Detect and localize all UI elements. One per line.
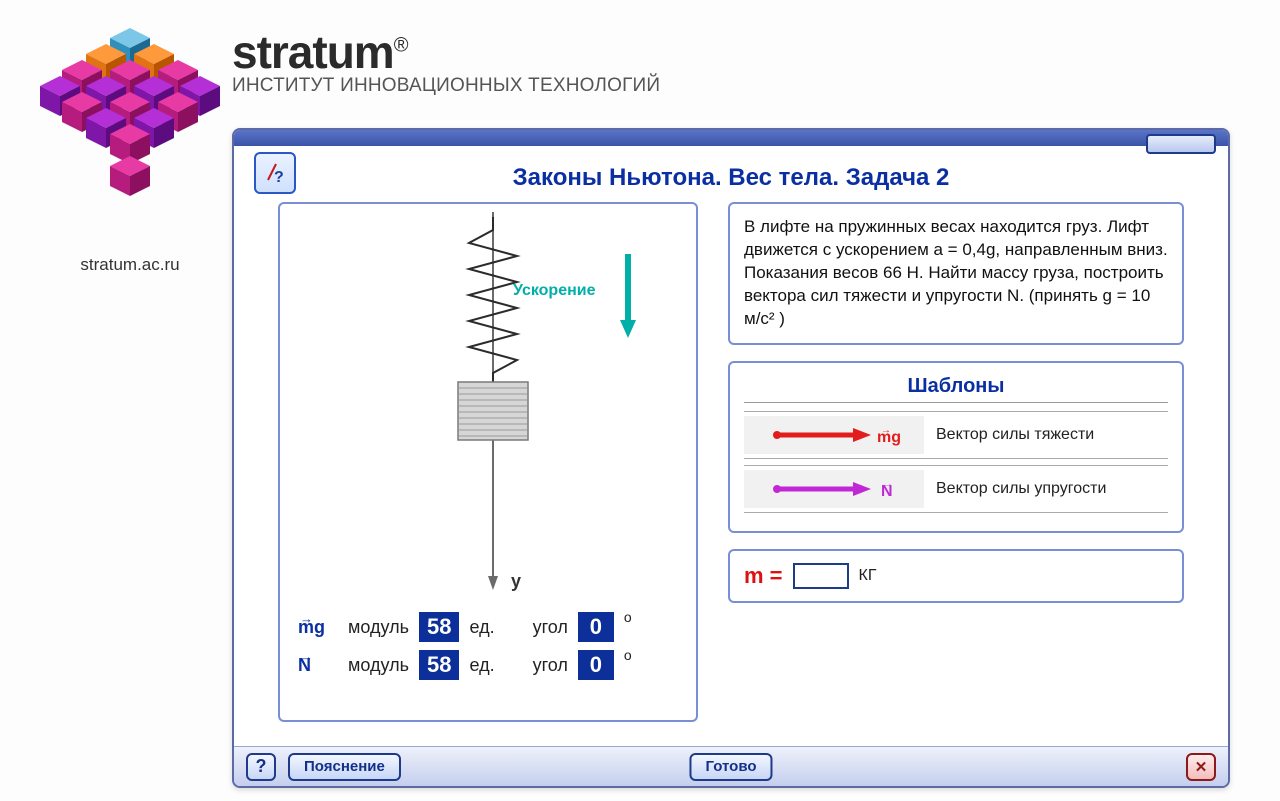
problem-panel: В лифте на пружинных весах находится гру… xyxy=(728,202,1184,345)
vector-mg-label: →mg xyxy=(298,617,338,638)
brand: stratum® ИНСТИТУТ ИННОВАЦИОННЫХ ТЕХНОЛОГ… xyxy=(232,25,660,97)
app-title: Законы Ньютона. Вес тела. Задача 2 xyxy=(248,164,1214,192)
template-mg-desc: Вектор силы тяжести xyxy=(936,425,1094,444)
degree-mg: o xyxy=(624,609,632,625)
svg-text:?: ? xyxy=(274,169,284,186)
mass-input[interactable] xyxy=(793,563,849,589)
bottom-toolbar: ? Пояснение Готово ✕ xyxy=(234,746,1228,786)
help-button-top[interactable]: ? xyxy=(254,152,296,194)
mg-angle-value[interactable]: 0 xyxy=(578,612,614,642)
vector-readouts: →mg модуль 58 ед. угол 0 o →N модуль xyxy=(288,612,688,680)
readout-row-mg: →mg модуль 58 ед. угол 0 o xyxy=(298,612,678,642)
brand-name: stratum xyxy=(232,26,394,78)
brand-registered: ® xyxy=(394,35,408,57)
explain-button[interactable]: Пояснение xyxy=(288,753,401,781)
simulation-panel: Ускорение y →mg модуль 58 ед. угол 0 o xyxy=(278,202,698,722)
simulation-canvas[interactable] xyxy=(288,212,688,592)
template-row-N[interactable]: → N Вектор силы упругости xyxy=(744,465,1168,513)
templates-panel: Шаблоны → mg Век xyxy=(728,361,1184,533)
mass-label: m = xyxy=(744,563,783,589)
svg-text:mg: mg xyxy=(877,429,901,446)
N-arrow-icon: → N xyxy=(749,474,919,504)
logo-cubes-icon xyxy=(40,20,220,200)
mg-arrow-icon: → mg xyxy=(749,420,919,450)
vector-N-label: →N xyxy=(298,655,338,676)
mass-unit: КГ xyxy=(859,567,877,585)
readout-row-N: →N модуль 58 ед. угол 0 o xyxy=(298,650,678,680)
label-module: модуль xyxy=(348,617,409,638)
help-button-bottom[interactable]: ? xyxy=(246,753,276,781)
site-url[interactable]: stratum.ac.ru xyxy=(30,255,230,275)
brand-subtitle: ИНСТИТУТ ИННОВАЦИОННЫХ ТЕХНОЛОГИЙ xyxy=(232,75,660,97)
N-angle-value[interactable]: 0 xyxy=(578,650,614,680)
axis-y-label: y xyxy=(511,571,521,592)
mass-panel: m = КГ xyxy=(728,549,1184,603)
label-angle: угол xyxy=(533,617,568,638)
label-unit: ед. xyxy=(469,617,494,638)
template-row-mg[interactable]: → mg Вектор силы тяжести xyxy=(744,411,1168,459)
template-N-desc: Вектор силы упругости xyxy=(936,479,1106,498)
problem-text: В лифте на пружинных весах находится гру… xyxy=(744,216,1168,331)
mg-module-value[interactable]: 58 xyxy=(419,612,459,642)
done-button[interactable]: Готово xyxy=(689,753,772,781)
N-module-value[interactable]: 58 xyxy=(419,650,459,680)
templates-title: Шаблоны xyxy=(744,375,1168,403)
acceleration-label: Ускорение xyxy=(513,282,595,300)
close-button[interactable]: ✕ xyxy=(1186,753,1216,781)
window-titlebar xyxy=(234,130,1228,146)
svg-text:N: N xyxy=(881,483,893,500)
app-window: ? Законы Ньютона. Вес тела. Задача 2 xyxy=(232,128,1230,788)
